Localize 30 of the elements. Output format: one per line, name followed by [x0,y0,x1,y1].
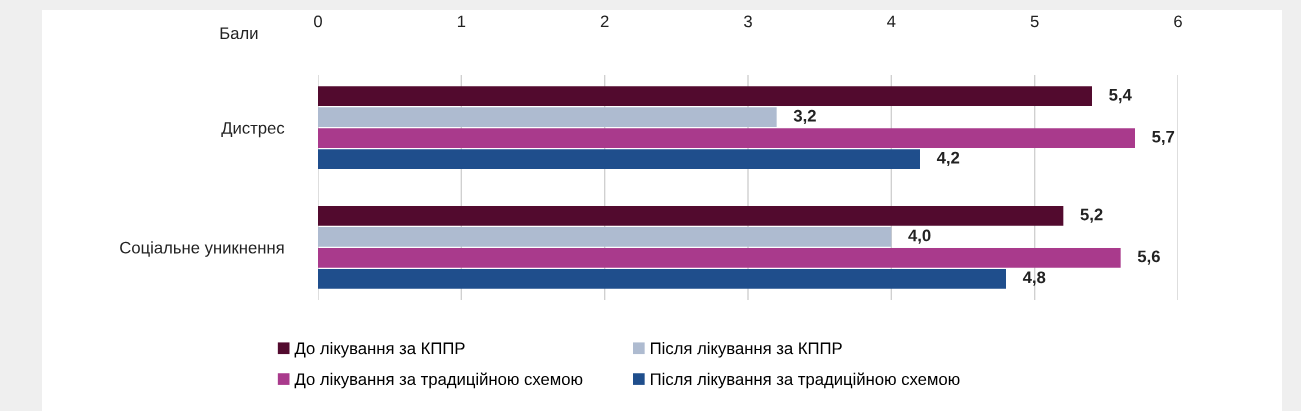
legend-label: До лікування за КППР [294,342,465,358]
data-label: 5,4 [1109,89,1132,104]
bar [318,107,777,128]
bar [318,86,1092,107]
y-tick-label: Дистрес [221,122,285,138]
legend-label: Після лікування за традиційною схемою [651,372,960,389]
legend-label: Після лікування за КППР [651,342,842,358]
x-tick-label: 2 [600,15,609,28]
data-label: 5,7 [1152,130,1175,146]
bar [318,149,920,169]
bar [318,268,1006,289]
x-tick-label: 4 [887,15,896,28]
data-label: 3,2 [793,109,816,125]
data-label: 4,2 [936,151,960,166]
data-label: 5,6 [1137,250,1160,265]
data-label: 4,0 [908,229,931,244]
x-tick-label: 3 [744,15,752,28]
x-axis-title: Бали [220,27,258,40]
legend-label: До лікування за традиційною схемою [294,372,583,389]
bar [318,247,1121,268]
bar [318,206,1064,226]
y-tick-label: Соціальне уникнення [120,241,284,257]
bar [318,226,892,247]
data-label: 4,8 [1022,271,1046,286]
x-tick-label: 1 [457,15,466,28]
x-tick-label: 6 [1174,15,1182,28]
data-label: 5,2 [1080,208,1103,223]
x-tick-label: 5 [1030,15,1039,28]
x-tick-label: 0 [314,15,322,28]
bar [318,128,1135,149]
